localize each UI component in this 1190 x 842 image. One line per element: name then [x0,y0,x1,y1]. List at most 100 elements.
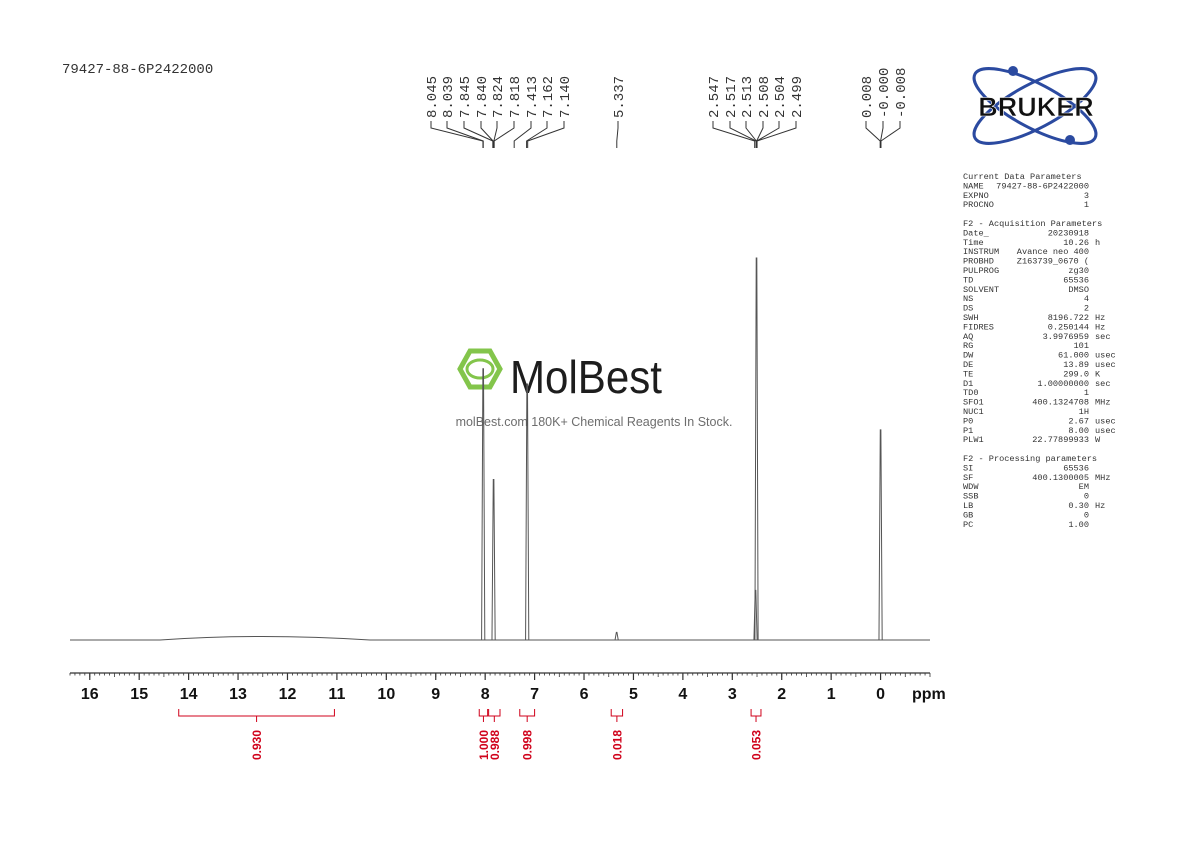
peak-connector [513,121,532,148]
param-name: PLW1 [963,435,984,445]
peak-connector [527,121,565,148]
param-name: SFO1 [963,398,984,408]
integral-label: 0.018 [610,730,624,760]
param-value: DMSO [1068,285,1089,295]
watermark-icon [465,358,495,380]
param-name: INSTRUM [963,247,999,257]
param-value: 65536 [1063,463,1089,473]
x-tick-label: 8 [481,686,490,703]
param-name: P0 [963,416,973,426]
param-value: 0 [1084,492,1089,502]
param-value: 79427-88-6P2422000 [996,181,1089,191]
param-name: NAME [963,181,984,191]
param-value: 1.00 [1068,520,1089,530]
param-unit: Hz [1095,322,1105,332]
integral-bracket [478,709,489,722]
peak-label: 8.039 [441,76,457,118]
param-value: 400.1300005 [1032,473,1089,483]
param-name: DS [963,304,973,314]
peak-label: 7.824 [491,76,507,118]
param-value: 400.1324708 [1032,398,1089,408]
peak-label: 2.499 [790,76,806,118]
peak-connector [880,121,901,148]
param-unit: W [1095,435,1101,445]
param-unit: K [1095,369,1101,379]
param-name: TD0 [963,388,978,398]
param-name: DE [963,360,973,370]
param-value: 1 [1084,388,1089,398]
param-unit: Hz [1095,313,1105,323]
param-value: 3 [1084,191,1089,201]
x-tick-label: 13 [229,686,247,703]
param-unit: MHz [1095,473,1110,483]
peak-connector [480,121,494,148]
peak-label: 2.508 [757,76,773,118]
peak-label: 2.504 [773,76,789,118]
logo-text: BRUKER [978,92,1094,122]
param-value: 2 [1084,304,1089,314]
x-tick-label: 9 [431,686,440,703]
peak-label: 8.045 [425,76,441,118]
x-tick-label: 5 [629,686,638,703]
param-value: 10.26 [1063,238,1089,248]
peak-label: -0.008 [894,68,910,118]
x-tick-label: 10 [377,686,395,703]
integral-label: 0.998 [521,730,535,760]
param-name: SOLVENT [963,285,999,295]
param-value: EM [1079,482,1089,492]
x-tick-label: 11 [328,686,345,703]
param-name: SF [963,473,973,483]
peak [481,368,486,641]
param-value: 13.89 [1063,360,1089,370]
bruker-logo: BRUKER [972,66,1098,145]
param-unit: usec [1095,360,1116,370]
param-section-title: Current Data Parameters [963,172,1082,182]
param-name: FIDRES [963,322,994,332]
param-name: SI [963,463,973,473]
integral-bracket [488,709,501,722]
watermark-tagline: molBest.com 180K+ Chemical Reagents In S… [456,415,733,429]
x-tick-label: 14 [180,686,198,703]
param-name: SWH [963,313,978,323]
param-unit: MHz [1095,398,1110,408]
integral-label: 0.053 [750,730,764,760]
peak-label: 7.840 [475,76,491,118]
param-name: PROBHD [963,257,994,267]
param-value: 61.000 [1058,351,1089,361]
peak-connector [493,121,515,148]
param-value: 2.67 [1068,416,1089,426]
param-name: SSB [963,492,978,502]
param-name: D1 [963,379,973,389]
integral-label: 0.988 [488,730,502,760]
param-value: Z163739_0670 ( [1017,257,1089,267]
param-name: PULPROG [963,266,999,276]
peak-label: 2.517 [724,76,740,118]
x-tick-label: 16 [81,686,99,703]
param-name: EXPNO [963,191,989,201]
plot: 16 15 14 13 12 11 10 9 8 7 6 5 4 3 2 1 08.045 8.039 7.845 7… [69,68,931,760]
param-name: RG [963,341,973,351]
peak-connector [446,121,484,148]
param-name: Date_ [963,228,990,238]
param-value: 1H [1079,407,1089,417]
integral-bracket [178,709,335,722]
watermark: MolBest molBest.com 180K+ Chemical Reage… [456,348,733,429]
integral-bracket [750,709,762,722]
param-section-title: F2 - Acquisition Parameters [963,219,1102,229]
param-unit: sec [1095,332,1110,342]
peak [754,257,759,641]
x-tick-label: 6 [580,686,589,703]
logo-dot [1008,66,1018,76]
param-name: DW [963,351,974,361]
param-unit: usec [1095,351,1116,361]
param-value: 1.00000000 [1037,379,1089,389]
x-tick-label: 1 [827,686,836,703]
param-value: 0.30 [1068,501,1089,511]
param-name: PROCNO [963,200,994,210]
watermark-brand: MolBest [510,351,662,403]
peak-label: 7.140 [558,76,574,118]
param-value: 0.250144 [1048,322,1089,332]
x-tick-label: 15 [130,686,148,703]
param-value: 3.9976959 [1043,332,1089,342]
integral-bracket [610,709,624,722]
